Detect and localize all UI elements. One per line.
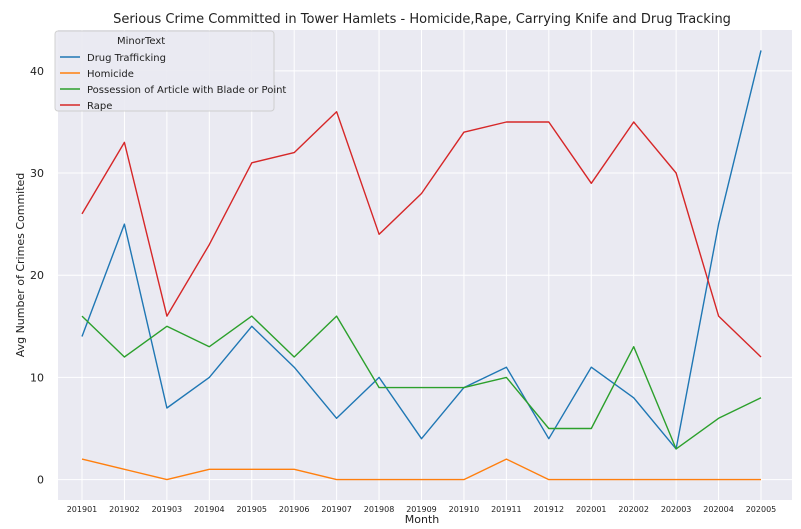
legend-box <box>54 30 275 112</box>
x-tick-label: 201901 <box>67 505 98 514</box>
x-tick-label: 202001 <box>576 505 607 514</box>
ticks: 201901 201902 201903 201904 201905 201906 2019… <box>30 65 776 514</box>
legend-label: Possession of Article with Blade or Poin… <box>87 85 286 96</box>
x-tick-label: 201912 <box>534 505 565 514</box>
x-tick-label: 201911 <box>491 505 522 514</box>
x-tick-label: 202002 <box>618 505 649 514</box>
chart-title: Serious Crime Committed in Tower Hamlets… <box>113 12 731 27</box>
y-axis-title: Avg Number of Crimes Commited <box>14 173 27 358</box>
y-tick-label: 0 <box>37 474 44 487</box>
x-tick-label: 201902 <box>109 505 140 514</box>
legend-title: MinorText <box>117 36 165 47</box>
x-tick-label: 201907 <box>321 505 352 514</box>
series-lines <box>81 50 762 481</box>
x-tick-label: 201908 <box>364 505 395 514</box>
x-axis-title: Month <box>405 513 440 526</box>
legend: MinorText Drug Trafficking Homicide Posses… <box>54 30 286 112</box>
x-tick-label: 202005 <box>746 505 777 514</box>
series-line <box>81 50 762 450</box>
legend-label: Drug Trafficking <box>87 53 166 64</box>
y-tick-label: 30 <box>30 167 44 180</box>
y-tick-label: 10 <box>30 371 44 384</box>
x-tick-label: 202004 <box>703 505 734 514</box>
x-tick-label: 201909 <box>406 505 437 514</box>
legend-label: Rape <box>87 101 112 112</box>
x-tick-label: 202003 <box>661 505 692 514</box>
y-tick-label: 40 <box>30 65 44 78</box>
x-tick-label: 201906 <box>279 505 310 514</box>
series-line <box>81 315 762 450</box>
series-line <box>81 110 762 358</box>
x-tick-label: 201910 <box>449 505 480 514</box>
series-line <box>81 458 761 481</box>
legend-label: Homicide <box>87 69 134 80</box>
x-tick-label: 201904 <box>194 505 225 514</box>
x-tick-label: 201903 <box>152 505 183 514</box>
x-tick-label: 201905 <box>236 505 267 514</box>
y-tick-label: 20 <box>30 269 44 282</box>
